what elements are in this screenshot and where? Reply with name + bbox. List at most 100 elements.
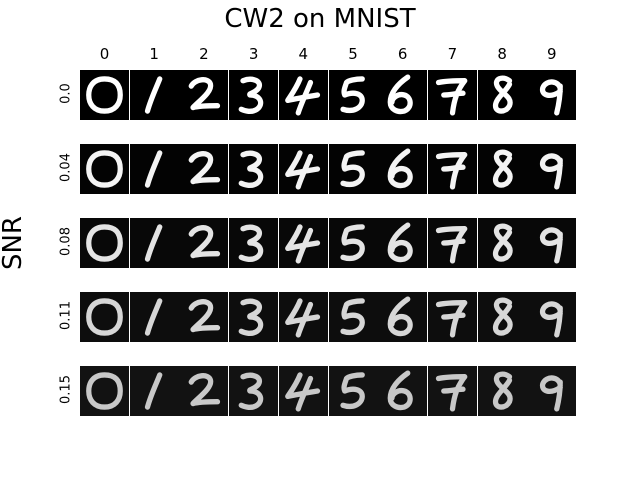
digit-image-4 (278, 70, 328, 120)
digit-stroke (492, 223, 513, 262)
row-label-snr: 0.11 (58, 301, 74, 330)
digit-image-2 (179, 70, 229, 120)
digit-image-6 (378, 218, 428, 268)
digit-image-2 (179, 218, 229, 268)
digit-stroke (387, 370, 413, 411)
digit-image-2 (179, 366, 229, 416)
column-label-7: 7 (447, 45, 458, 63)
digit-image-9 (527, 70, 577, 120)
row-label-snr: 0.15 (58, 375, 74, 404)
digit-stroke (492, 75, 513, 114)
digit-stroke (189, 373, 221, 407)
digit-stroke (339, 76, 365, 114)
digit-image-7 (427, 144, 477, 194)
digit-image-1 (129, 218, 179, 268)
digit-stroke (492, 297, 513, 336)
column-label-5: 5 (348, 45, 358, 63)
digit-stroke (144, 298, 163, 336)
column-label-1: 1 (149, 45, 159, 63)
digit-image-7 (427, 70, 477, 120)
digit-stroke (435, 226, 468, 264)
digit-image-2 (179, 292, 229, 342)
digit-stroke (435, 78, 468, 116)
digit-image-1 (129, 70, 179, 120)
digit-image-3 (229, 144, 279, 194)
column-label-3: 3 (248, 45, 259, 63)
digit-stroke (284, 372, 320, 412)
digit-image-5 (328, 144, 378, 194)
digit-stroke (387, 222, 413, 263)
digit-image-0 (80, 292, 129, 342)
digit-stroke (238, 298, 264, 337)
digit-image-4 (278, 144, 328, 194)
digit-image-1 (129, 144, 179, 194)
column-label-9: 9 (547, 45, 557, 63)
digit-image-1 (129, 292, 179, 342)
digit-image-8 (477, 144, 527, 194)
digit-stroke (387, 74, 413, 115)
row-label-snr: 0.08 (58, 227, 74, 256)
digit-stroke (540, 153, 564, 190)
digit-image-9 (527, 218, 577, 268)
column-label-6: 6 (397, 45, 408, 63)
digit-image-7 (427, 292, 477, 342)
digit-stroke (189, 151, 221, 185)
digit-stroke (339, 298, 365, 336)
digit-image-1 (129, 366, 179, 416)
digit-stroke (540, 79, 564, 116)
digit-image-9 (527, 292, 577, 342)
digit-stroke (238, 150, 264, 189)
digit-image-8 (477, 366, 527, 416)
digit-image-8 (477, 218, 527, 268)
column-label-0: 0 (99, 45, 110, 63)
digit-stroke (86, 150, 123, 188)
digit-stroke (540, 375, 564, 412)
digit-stroke (86, 372, 123, 410)
digit-image-4 (278, 366, 328, 416)
column-label-4: 4 (298, 45, 309, 63)
digit-image-9 (527, 366, 577, 416)
digit-image-3 (229, 70, 279, 120)
digit-image-5 (328, 292, 378, 342)
row-label-snr: 0.0 (58, 83, 74, 104)
digit-image-7 (427, 218, 477, 268)
digit-image-4 (278, 218, 328, 268)
digit-stroke (339, 224, 365, 262)
digit-stroke (435, 300, 468, 338)
digit-image-3 (229, 292, 279, 342)
digit-stroke (540, 227, 564, 264)
digit-stroke (144, 76, 163, 114)
digit-image-0 (80, 144, 129, 194)
digit-stroke (238, 372, 264, 411)
digit-stroke (284, 298, 320, 338)
figure-title: CW2 on MNIST (224, 4, 416, 34)
digit-stroke (339, 150, 365, 188)
digit-stroke (387, 148, 413, 189)
digit-image-4 (278, 292, 328, 342)
column-label-2: 2 (199, 45, 209, 63)
digit-stroke (189, 77, 221, 111)
digit-stroke (492, 149, 513, 188)
column-label-8: 8 (497, 45, 507, 63)
digit-image-3 (229, 218, 279, 268)
digit-image-0 (80, 70, 129, 120)
digit-stroke (492, 371, 513, 410)
digit-stroke (387, 296, 413, 337)
digit-image-8 (477, 292, 527, 342)
digit-stroke (86, 224, 123, 262)
digit-stroke (238, 224, 264, 263)
y-axis-label: SNR (0, 215, 28, 271)
digit-stroke (284, 224, 320, 264)
digit-stroke (238, 76, 264, 115)
digit-image-0 (80, 366, 129, 416)
digit-stroke (144, 372, 163, 410)
digit-stroke (339, 372, 365, 410)
digit-image-3 (229, 366, 279, 416)
digit-stroke (435, 374, 468, 412)
digit-image-0 (80, 218, 129, 268)
digit-stroke (86, 298, 123, 336)
digit-stroke (284, 150, 320, 190)
digit-image-6 (378, 144, 428, 194)
digit-image-5 (328, 218, 378, 268)
digit-stroke (144, 150, 163, 188)
